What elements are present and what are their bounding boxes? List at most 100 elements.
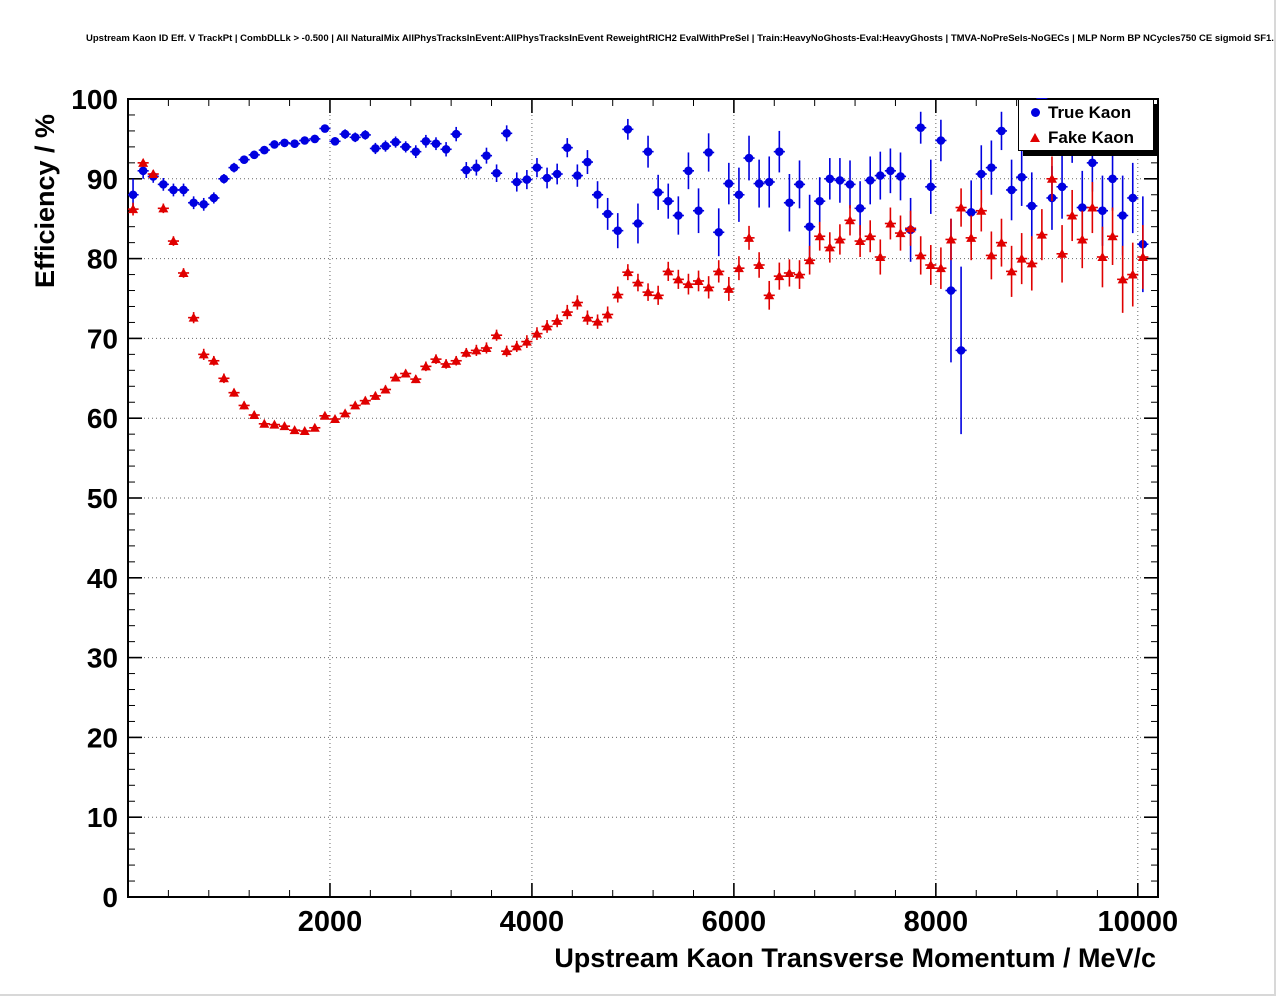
data-point-true-kaon xyxy=(896,172,905,181)
data-point-true-kaon xyxy=(350,133,360,142)
data-point-true-kaon xyxy=(663,196,673,206)
data-point-true-kaon xyxy=(482,151,491,160)
data-point-true-kaon xyxy=(946,286,956,295)
y-tick-label: 60 xyxy=(87,403,118,434)
data-point-fake-kaon xyxy=(774,271,785,281)
data-point-fake-kaon xyxy=(178,267,189,277)
data-point-true-kaon xyxy=(441,144,451,154)
data-point-fake-kaon xyxy=(168,236,179,246)
data-point-fake-kaon xyxy=(855,236,866,246)
data-point-true-kaon xyxy=(330,136,340,146)
data-point-fake-kaon xyxy=(198,349,209,359)
data-point-fake-kaon xyxy=(562,307,573,317)
data-point-fake-kaon xyxy=(925,259,936,269)
data-point-true-kaon xyxy=(1118,211,1127,220)
data-point-fake-kaon xyxy=(481,342,492,352)
data-point-true-kaon xyxy=(835,176,845,185)
data-point-fake-kaon xyxy=(330,413,341,423)
data-point-fake-kaon xyxy=(622,267,633,277)
data-point-true-kaon xyxy=(189,198,198,208)
data-point-true-kaon xyxy=(815,196,825,206)
data-point-fake-kaon xyxy=(400,368,411,378)
axis-frame xyxy=(127,98,1159,898)
data-point-fake-kaon xyxy=(713,266,724,276)
data-point-fake-kaon xyxy=(380,384,391,394)
series-fake-kaon xyxy=(128,156,1149,435)
y-tick-label: 90 xyxy=(87,164,118,195)
data-point-fake-kaon xyxy=(602,309,613,319)
data-point-true-kaon xyxy=(492,168,501,178)
data-point-fake-kaon xyxy=(148,169,159,179)
data-point-true-kaon xyxy=(512,177,522,187)
data-point-fake-kaon xyxy=(1097,252,1108,262)
data-point-fake-kaon xyxy=(895,228,906,238)
data-point-true-kaon xyxy=(966,208,976,217)
data-point-true-kaon xyxy=(249,150,259,160)
data-point-true-kaon xyxy=(411,147,421,156)
data-point-true-kaon xyxy=(744,153,754,163)
data-point-fake-kaon xyxy=(764,290,775,300)
data-point-true-kaon xyxy=(461,165,471,175)
data-point-fake-kaon xyxy=(612,289,623,299)
data-point-true-kaon xyxy=(805,222,814,231)
data-point-fake-kaon xyxy=(875,252,886,262)
data-point-fake-kaon xyxy=(986,250,997,260)
data-point-fake-kaon xyxy=(501,346,512,356)
data-point-true-kaon xyxy=(562,143,572,152)
data-point-fake-kaon xyxy=(340,408,351,418)
data-point-true-kaon xyxy=(229,163,239,172)
data-point-fake-kaon xyxy=(552,315,563,325)
data-point-true-kaon xyxy=(775,147,784,156)
data-point-true-kaon xyxy=(1007,185,1016,195)
data-point-fake-kaon xyxy=(269,419,280,429)
data-point-true-kaon xyxy=(987,163,996,172)
x-tick-label: 2000 xyxy=(298,906,363,938)
data-point-true-kaon xyxy=(855,204,865,213)
data-point-true-kaon xyxy=(219,174,229,184)
data-point-true-kaon xyxy=(643,147,653,156)
data-point-true-kaon xyxy=(1077,203,1087,212)
data-point-fake-kaon xyxy=(976,205,987,215)
data-point-fake-kaon xyxy=(754,259,765,269)
data-point-true-kaon xyxy=(280,138,289,148)
data-point-true-kaon xyxy=(371,144,380,153)
data-point-true-kaon xyxy=(179,185,188,195)
data-point-fake-kaon xyxy=(1036,229,1047,239)
data-point-true-kaon xyxy=(522,175,532,184)
data-point-fake-kaon xyxy=(804,255,815,265)
plot-title: Upstream Kaon ID Eff. V TrackPt | CombDL… xyxy=(86,33,1276,44)
data-point-fake-kaon xyxy=(430,354,441,364)
data-point-true-kaon xyxy=(391,137,400,147)
data-point-fake-kaon xyxy=(865,231,876,241)
x-tick-label: 4000 xyxy=(500,906,565,938)
series-true-kaon xyxy=(128,98,1149,435)
data-point-true-kaon xyxy=(623,125,633,134)
data-point-true-kaon xyxy=(431,139,441,148)
data-point-true-kaon xyxy=(603,209,612,219)
legend: True Kaon Fake Kaon xyxy=(1018,99,1154,151)
data-point-fake-kaon xyxy=(511,341,522,351)
data-point-true-kaon xyxy=(401,142,410,152)
data-point-true-kaon xyxy=(472,163,481,172)
data-point-fake-kaon xyxy=(218,373,229,383)
legend-label-true-kaon: True Kaon xyxy=(1048,102,1132,122)
data-point-true-kaon xyxy=(320,124,330,133)
data-point-true-kaon xyxy=(633,219,643,228)
data-point-true-kaon xyxy=(138,166,148,176)
data-point-fake-kaon xyxy=(1117,274,1128,284)
data-point-true-kaon xyxy=(451,129,461,139)
data-point-true-kaon xyxy=(876,171,885,180)
data-point-true-kaon xyxy=(290,139,299,148)
data-point-true-kaon xyxy=(421,136,431,146)
data-point-fake-kaon xyxy=(420,361,431,371)
y-tick-label: 20 xyxy=(87,722,118,753)
data-point-true-kaon xyxy=(260,145,269,155)
y-tick-label: 30 xyxy=(87,643,118,674)
data-point-fake-kaon xyxy=(784,267,795,277)
data-point-fake-kaon xyxy=(441,358,452,368)
data-point-fake-kaon xyxy=(451,355,462,365)
data-point-fake-kaon xyxy=(1127,269,1138,279)
data-point-fake-kaon xyxy=(350,400,361,410)
data-point-true-kaon xyxy=(653,188,663,197)
data-point-fake-kaon xyxy=(249,410,260,420)
